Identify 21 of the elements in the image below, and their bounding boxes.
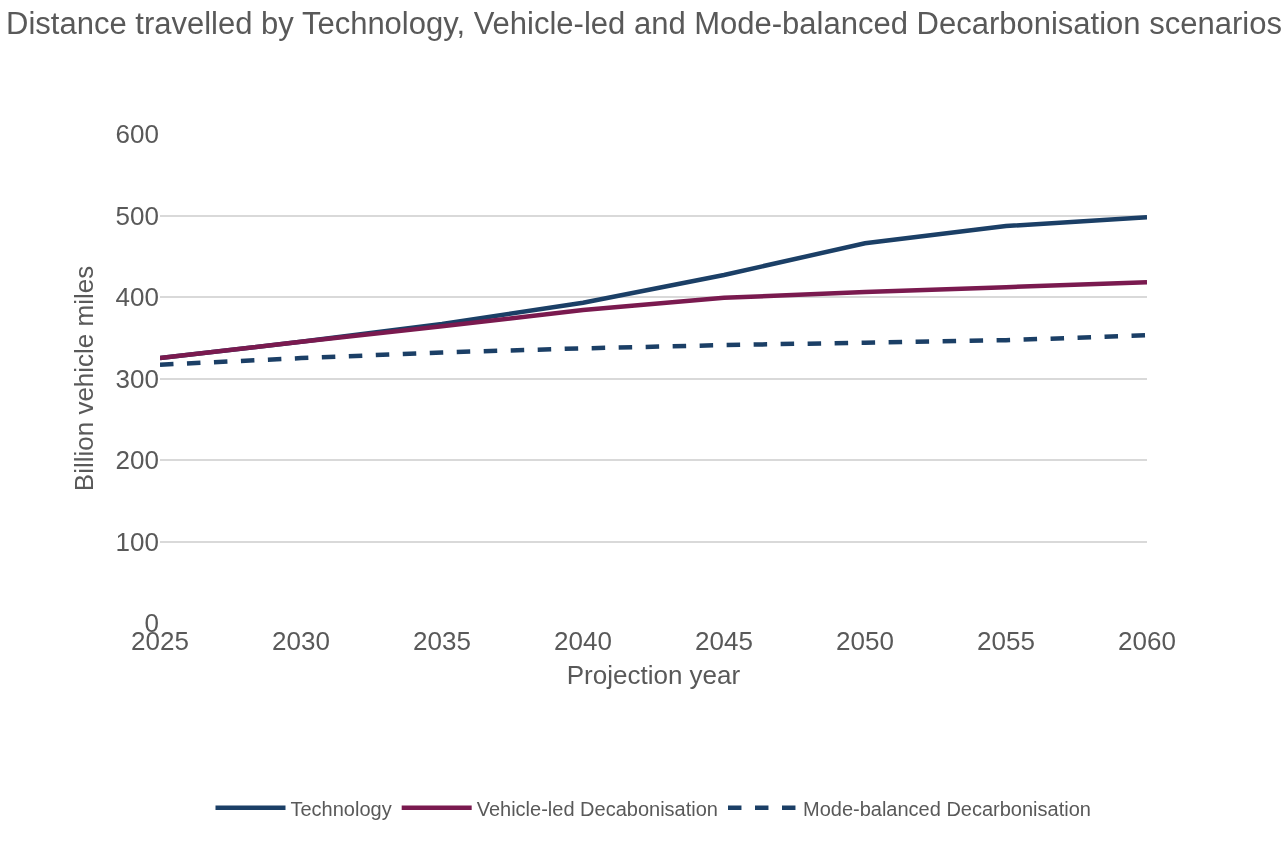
legend-label: Vehicle-led Decabonisation [476,797,718,820]
legend-label: Technology [290,797,392,820]
x-tick-label: 2060 [1118,626,1176,656]
y-axis-title: Billion vehicle miles [69,265,100,492]
y-tick-label: 600 [115,119,159,150]
line-series [160,280,1147,361]
y-tick-label: 300 [115,363,159,394]
x-tick-label: 2050 [836,626,894,656]
legend-label: Mode-balanced Decarbonisation [802,797,1091,820]
chart-title: Distance travelled by Technology, Vehicle-led and Mode-balanced Decarbonisation scenarios [6,6,1282,42]
x-axis-title: Projection year [566,659,741,690]
x-tick-label: 2045 [695,626,753,656]
y-tick-label: 500 [115,200,159,231]
y-tick-label: 100 [115,526,159,557]
x-tick-label: 2030 [272,626,330,656]
x-tick-label: 2040 [554,626,612,656]
y-tick-label: 200 [115,445,159,476]
y-tick-label: 400 [115,282,159,313]
line-series [160,333,1147,367]
x-tick-label: 2055 [977,626,1035,656]
x-tick-label: 2035 [413,626,471,656]
